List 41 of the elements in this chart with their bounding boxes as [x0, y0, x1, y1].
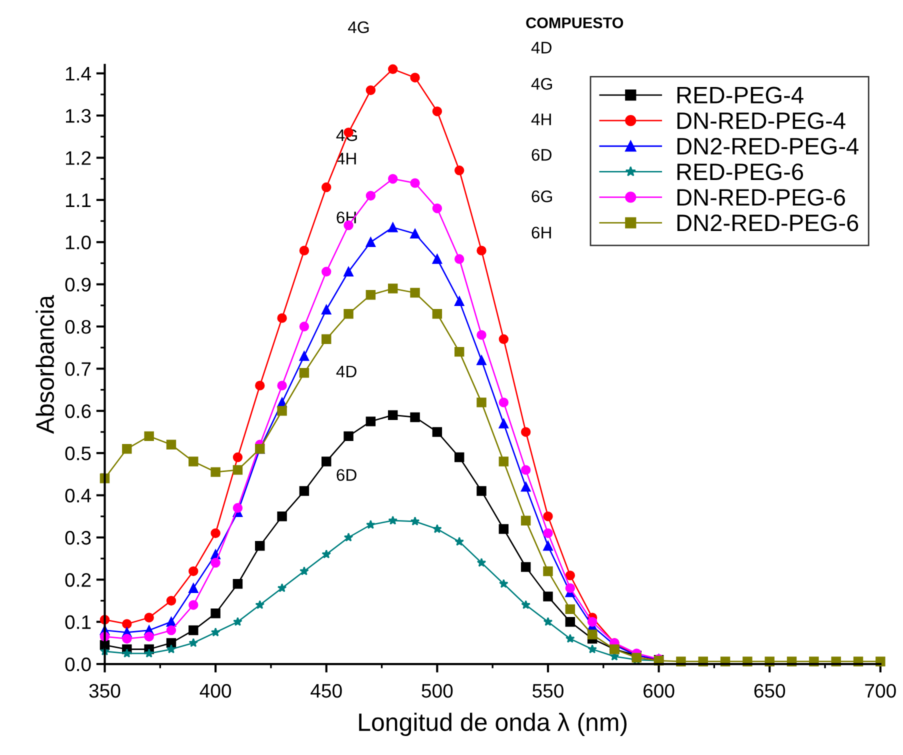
y-tick-label: 1.3 [66, 109, 91, 123]
y-tick-label: 0.1 [65, 615, 91, 630]
legend-label: DN2-RED-PEG-4 [677, 138, 858, 155]
y-tick-label: 0.9 [65, 278, 91, 292]
x-tick-label: 550 [532, 684, 564, 698]
y-tick-label: 0.2 [65, 573, 91, 587]
x-tick-label: 500 [422, 684, 453, 698]
x-tick-label: 450 [310, 684, 342, 698]
y-axis-title: Absorbancia [36, 294, 54, 434]
text: 4D [531, 42, 552, 54]
y-tick-label: 0.7 [65, 362, 91, 376]
legend-label: RED-PEG-6 [677, 163, 804, 180]
annotation: 4G [531, 78, 552, 90]
annotation: 6H [532, 226, 551, 239]
x-tick-label: 650 [754, 684, 786, 698]
x-tick-label: 700 [865, 684, 896, 698]
x-tick-label: 350 [89, 684, 120, 698]
y-tick-label: 1.1 [66, 194, 91, 207]
legend-label: DN2-RED-PEG-6 [677, 214, 858, 232]
y-tick-label: 1.2 [66, 151, 91, 165]
legend-label: DN-RED-PEG-6 [677, 189, 846, 206]
annotation: 6D [336, 469, 356, 481]
x-axis-title: Longitud de onda λ (nm) [359, 712, 627, 736]
y-tick-label: 0.5 [65, 446, 91, 460]
annotation: 4H [531, 114, 551, 126]
y-tick-label: 0.8 [65, 320, 91, 334]
y-tick-label: 1.4 [66, 67, 91, 80]
x-tick-label: 600 [644, 684, 674, 698]
y-tick-label: 0.6 [65, 404, 91, 418]
text: 1.0 [66, 236, 91, 250]
y-tick-label: 0.3 [65, 530, 91, 545]
text: 4G [348, 21, 369, 34]
annotation: 6G [532, 190, 552, 202]
annotation: 6D [532, 148, 552, 161]
legend-label: DN-RED-PEG-4 [677, 112, 846, 130]
annotation: 4D [336, 366, 356, 378]
text: 0.0 [65, 657, 91, 672]
text: COMPUESTO [526, 17, 624, 28]
x-tick-label: 400 [200, 684, 232, 698]
legend-label: RED-PEG-4 [677, 86, 804, 104]
y-tick-label: 0.4 [65, 488, 91, 502]
